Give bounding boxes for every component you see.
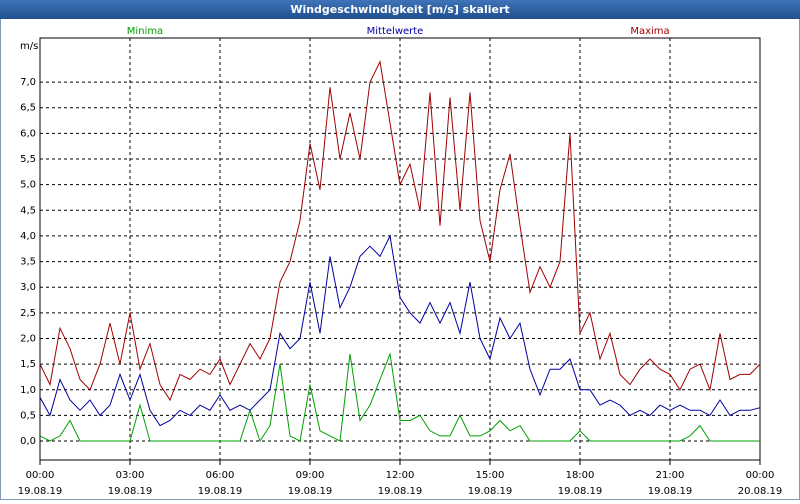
x-tick-label: 03:00 bbox=[116, 470, 145, 481]
x-tick-date: 20.08.19 bbox=[738, 486, 783, 497]
x-tick-date: 19.08.19 bbox=[558, 486, 603, 497]
chart-title: Windgeschwindigkeit [m/s] skaliert bbox=[290, 3, 509, 16]
y-tick-label: 0,0 bbox=[20, 436, 36, 447]
y-tick-label: 5,5 bbox=[20, 154, 36, 165]
y-tick-label: 3,5 bbox=[20, 257, 36, 268]
x-tick-label: 09:00 bbox=[296, 470, 325, 481]
y-tick-label: 5,0 bbox=[20, 180, 36, 191]
legend-entry: Maxima bbox=[630, 26, 669, 37]
x-tick-label: 00:00 bbox=[26, 470, 55, 481]
y-axis-label: m/s bbox=[20, 41, 38, 52]
x-tick-date: 19.08.19 bbox=[648, 486, 693, 497]
x-tick-date: 19.08.19 bbox=[378, 486, 423, 497]
y-tick-label: 2,0 bbox=[20, 333, 36, 344]
y-tick-label: 7,0 bbox=[20, 77, 36, 88]
x-tick-label: 15:00 bbox=[476, 470, 505, 481]
series-line bbox=[39, 351, 760, 443]
x-tick-date: 19.08.19 bbox=[18, 486, 63, 497]
x-tick-label: 06:00 bbox=[206, 470, 235, 481]
x-tick-date: 19.08.19 bbox=[108, 486, 153, 497]
x-tick-label: 21:00 bbox=[656, 470, 685, 481]
y-tick-label: 6,0 bbox=[20, 128, 36, 139]
series-line bbox=[39, 59, 761, 402]
y-tick-label: 6,5 bbox=[20, 103, 36, 114]
y-tick-label: 2,5 bbox=[20, 308, 36, 319]
y-tick-label: 4,5 bbox=[20, 205, 36, 216]
y-tick-label: 4,0 bbox=[20, 231, 36, 242]
x-tick-date: 19.08.19 bbox=[198, 486, 243, 497]
title-bar bbox=[0, 0, 800, 19]
x-tick-date: 19.08.19 bbox=[288, 486, 333, 497]
x-tick-label: 00:00 bbox=[746, 470, 775, 481]
y-tick-label: 1,5 bbox=[20, 359, 36, 370]
x-tick-date: 19.08.19 bbox=[468, 486, 513, 497]
legend-entry: Mittelwerte bbox=[367, 26, 424, 37]
x-tick-label: 12:00 bbox=[386, 470, 415, 481]
y-tick-label: 1,0 bbox=[20, 385, 36, 396]
legend-entry: Minima bbox=[127, 26, 163, 37]
x-tick-label: 18:00 bbox=[566, 470, 595, 481]
y-tick-label: 0,5 bbox=[20, 410, 36, 421]
series-line bbox=[39, 234, 761, 427]
y-tick-label: 3,0 bbox=[20, 282, 36, 293]
